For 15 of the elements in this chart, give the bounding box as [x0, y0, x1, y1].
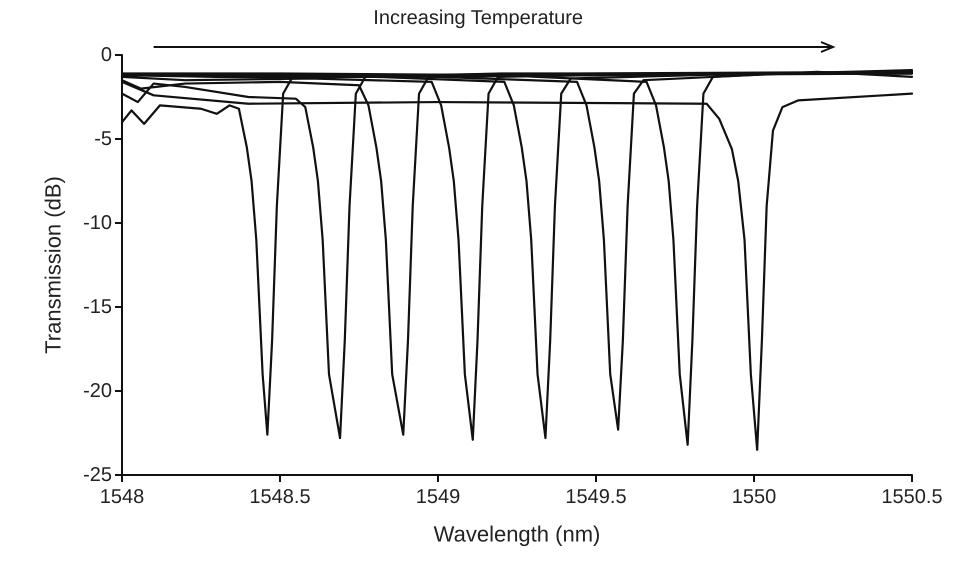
- x-tick-label: 1548: [100, 486, 144, 508]
- x-tick-label: 1548.5: [249, 486, 311, 508]
- y-tick-label: -15: [83, 296, 112, 318]
- y-tick-label: -20: [83, 380, 112, 402]
- x-tick-label: 1550.5: [881, 486, 943, 508]
- y-axis-title: Transmission (dB): [40, 176, 66, 354]
- y-tick-label: -25: [83, 464, 112, 486]
- x-tick-label: 1549.5: [565, 486, 627, 508]
- y-tick-label: 0: [100, 44, 112, 66]
- x-tick-label: 1549: [416, 486, 460, 508]
- x-tick-label: 1550: [732, 486, 776, 508]
- y-tick-label: -5: [94, 128, 112, 150]
- text: Increasing Temperature: [373, 7, 584, 29]
- x-axis-title: Wavelength (nm): [434, 522, 600, 546]
- y-tick-label: -10: [83, 212, 112, 234]
